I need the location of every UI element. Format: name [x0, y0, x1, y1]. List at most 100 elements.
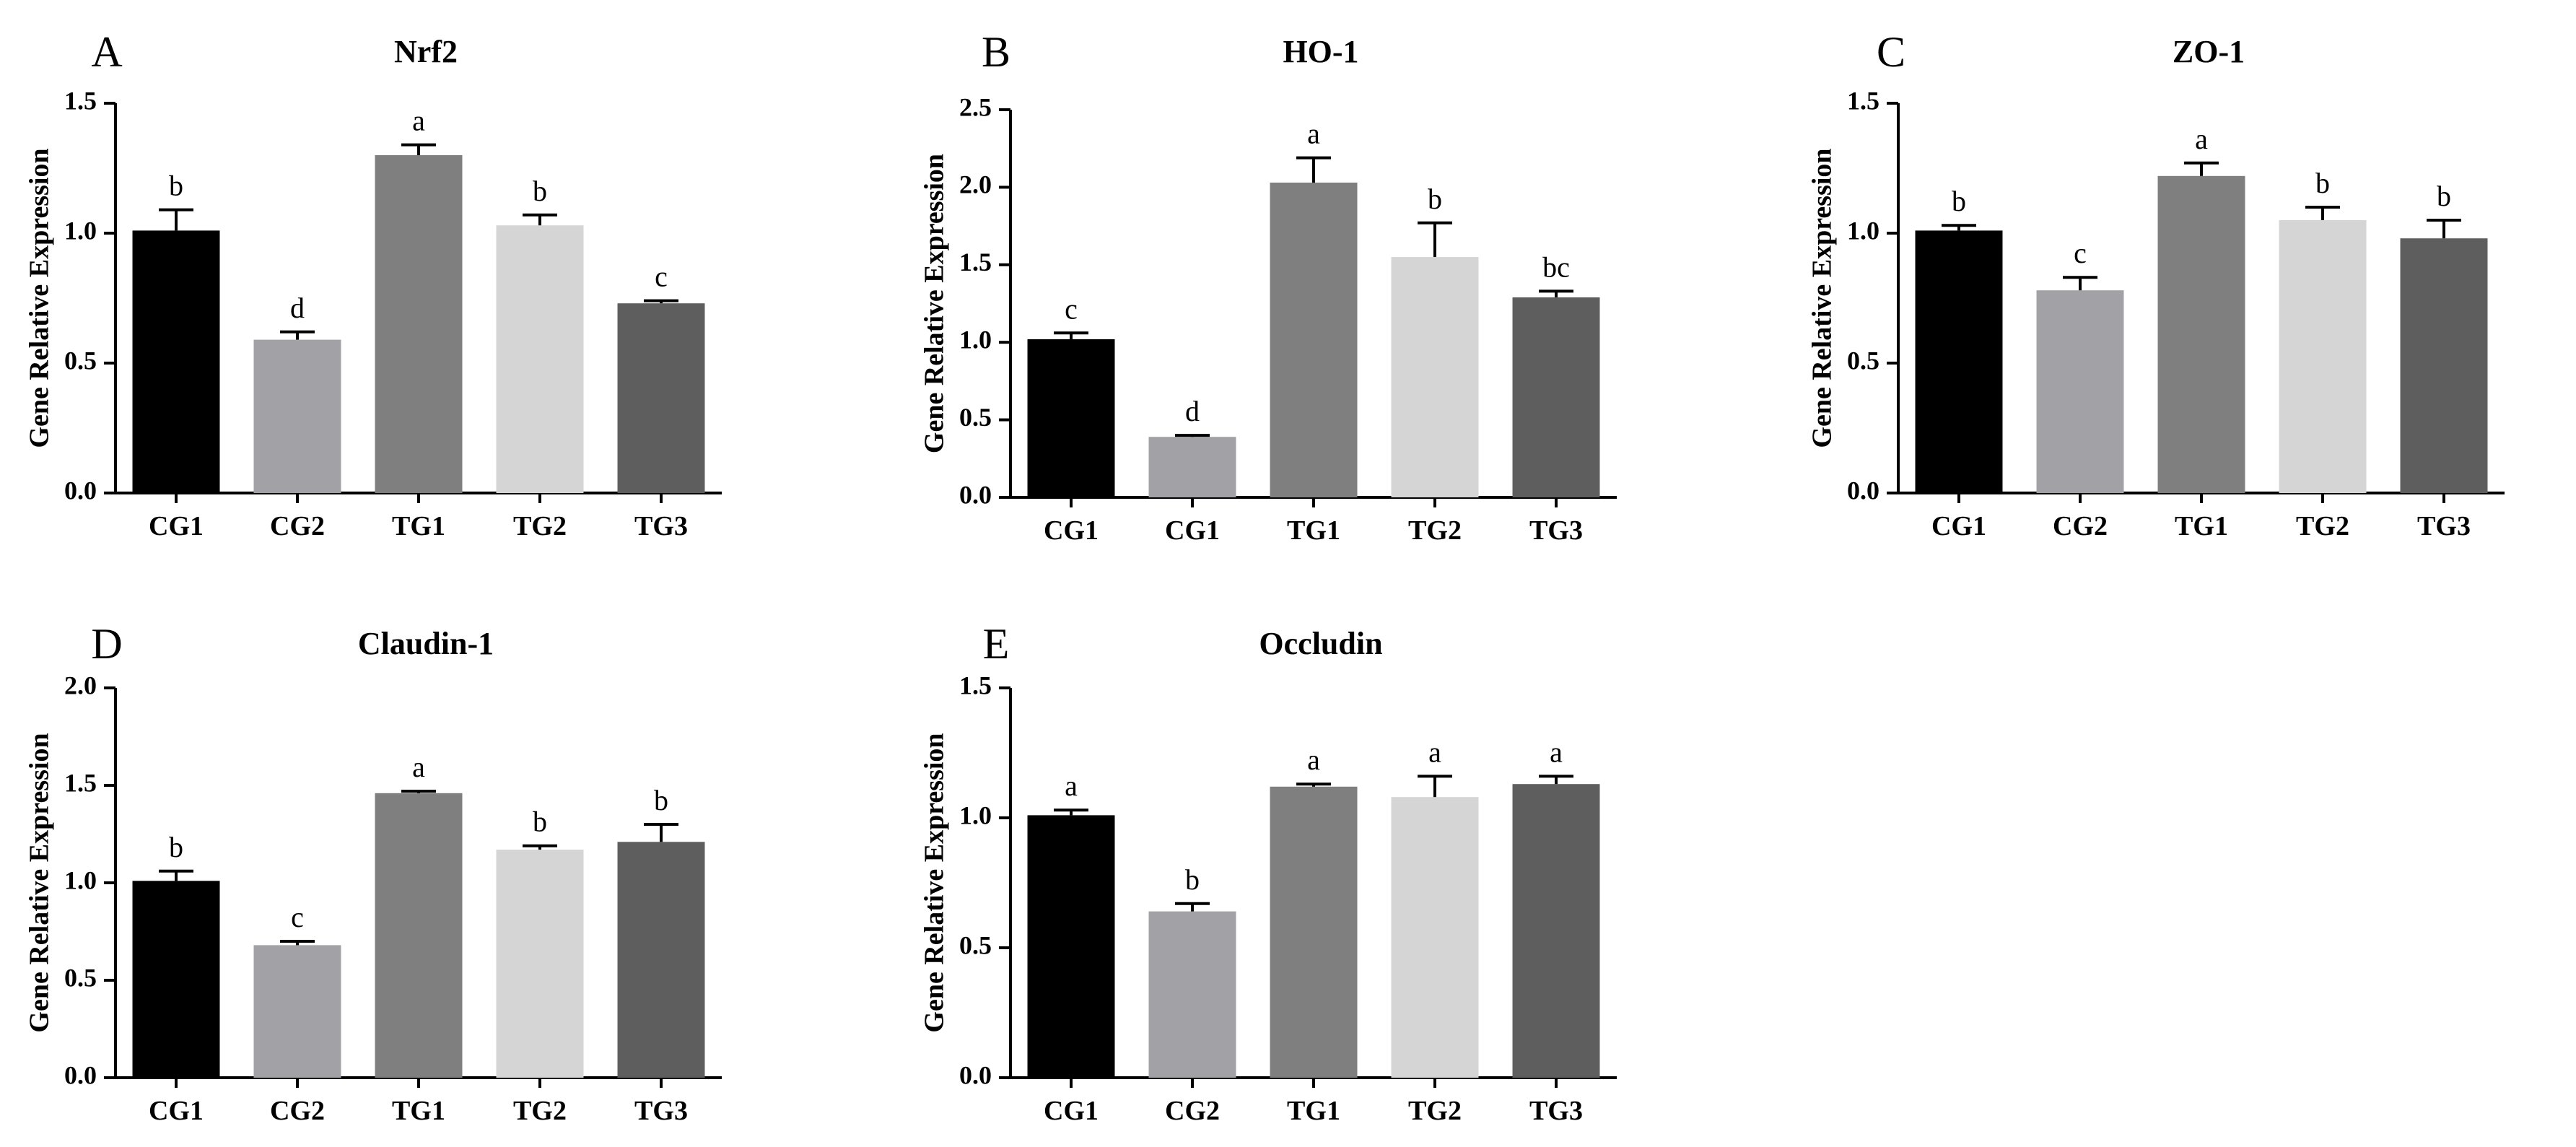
category-label: CG1: [1165, 515, 1220, 546]
bar-cg1: [1915, 230, 2003, 493]
category-label: TG3: [634, 511, 688, 541]
significance-label: d: [1185, 395, 1200, 427]
bar-cg2: [2036, 290, 2124, 493]
category-label: TG1: [392, 1096, 445, 1126]
chart-title: ZO-1: [2173, 34, 2245, 69]
y-axis-label: Gene Relative Expression: [25, 148, 55, 448]
y-tick-label: 2.0: [959, 170, 992, 199]
panel-letter: E: [983, 620, 1010, 668]
bar-cg2: [253, 339, 341, 493]
significance-label: b: [169, 831, 183, 863]
category-label: TG2: [513, 511, 567, 541]
category-label: CG1: [1044, 1096, 1099, 1126]
bar-cg1: [132, 881, 220, 1078]
category-label: TG1: [1287, 1096, 1340, 1126]
chart-panel-a: A Nrf2 Gene Relative Expression 0.0 0.5 1.0 1.…: [25, 28, 722, 541]
bar-cg2: [253, 945, 341, 1078]
y-tick-label: 0.5: [1847, 346, 1879, 375]
panel-letter: C: [1877, 28, 1905, 76]
chart-title: Occludin: [1259, 626, 1382, 661]
category-label: CG1: [149, 511, 204, 541]
bar-tg1: [375, 793, 463, 1078]
y-tick-label: 1.5: [64, 768, 97, 797]
significance-label: b: [1428, 183, 1442, 215]
y-tick-label: 1.5: [1847, 86, 1879, 115]
significance-label: c: [1065, 292, 1078, 325]
bar-cg1: [1148, 437, 1236, 497]
bar-cg1: [1027, 339, 1115, 497]
chart-panel-c: C ZO-1 Gene Relative Expression 0.0 0.5 1.0 1.…: [1807, 28, 2505, 541]
category-label: TG3: [634, 1096, 688, 1126]
category-label: TG3: [2417, 511, 2471, 541]
significance-label: a: [412, 105, 425, 137]
y-tick-label: 2.5: [959, 92, 992, 121]
y-tick-label: 0.0: [959, 1060, 992, 1089]
y-axis-label: Gene Relative Expression: [920, 733, 950, 1032]
category-label: TG1: [2175, 511, 2228, 541]
y-tick-label: 0.0: [959, 480, 992, 509]
chart-panel-d: D Claudin-1 Gene Relative Expression 0.0 0.5…: [25, 620, 722, 1126]
y-tick-label: 0.5: [959, 403, 992, 432]
category-label: TG2: [513, 1096, 567, 1126]
bar-tg2: [1391, 797, 1479, 1078]
bar-tg2: [1391, 257, 1479, 497]
chart-title: Claudin-1: [358, 626, 494, 661]
chart-title: HO-1: [1283, 34, 1358, 69]
significance-label: b: [533, 175, 547, 207]
chart-title: Nrf2: [394, 34, 458, 69]
y-tick-label: 0.5: [64, 963, 97, 992]
bar-cg2: [1148, 911, 1236, 1078]
significance-label: a: [1307, 118, 1320, 150]
significance-label: c: [655, 261, 668, 293]
category-label: CG1: [1931, 511, 1986, 541]
bar-tg2: [496, 850, 584, 1078]
significance-label: a: [2195, 123, 2208, 155]
significance-label: a: [1428, 736, 1441, 768]
category-label: TG2: [2296, 511, 2349, 541]
category-label: TG2: [1408, 515, 1462, 546]
y-axis-label: Gene Relative Expression: [920, 154, 950, 453]
bar-tg2: [496, 225, 584, 493]
y-tick-label: 1.5: [959, 671, 992, 699]
bar-tg3: [2400, 238, 2488, 493]
panel-letter: B: [982, 28, 1010, 76]
bar-tg2: [2279, 220, 2367, 493]
bar-tg3: [1512, 297, 1600, 497]
category-label: TG3: [1529, 515, 1583, 546]
y-tick-label: 0.0: [64, 476, 97, 505]
y-tick-label: 2.0: [64, 671, 97, 699]
bar-tg3: [617, 303, 705, 493]
bar-tg1: [1270, 786, 1358, 1078]
significance-label: bc: [1542, 250, 1570, 283]
category-label: CG2: [270, 1096, 325, 1126]
category-label: CG1: [1044, 515, 1099, 546]
y-tick-label: 1.0: [1847, 216, 1879, 245]
category-label: TG3: [1529, 1096, 1583, 1126]
category-label: CG2: [270, 511, 325, 541]
y-tick-label: 1.5: [64, 86, 97, 115]
y-tick-label: 0.5: [959, 930, 992, 959]
category-label: TG1: [392, 511, 445, 541]
y-axis-label: Gene Relative Expression: [25, 733, 55, 1032]
chart-panel-e: E Occludin Gene Relative Expression 0.0 0.5 1…: [920, 620, 1617, 1126]
significance-label: b: [1185, 863, 1200, 896]
significance-label: a: [1307, 743, 1320, 776]
panel-letter: D: [91, 620, 122, 668]
significance-label: c: [291, 901, 304, 933]
significance-label: a: [1550, 736, 1563, 768]
significance-label: b: [169, 170, 183, 202]
y-tick-label: 1.0: [959, 325, 992, 354]
bar-tg1: [2157, 175, 2245, 494]
category-label: CG2: [1165, 1096, 1220, 1126]
y-tick-label: 1.0: [64, 865, 97, 894]
significance-label: b: [1952, 185, 1966, 217]
bar-tg3: [617, 842, 705, 1078]
y-tick-label: 0.5: [64, 346, 97, 375]
y-tick-label: 1.5: [959, 248, 992, 276]
y-tick-label: 1.0: [64, 216, 97, 245]
bar-cg1: [132, 230, 220, 493]
significance-label: b: [654, 784, 668, 816]
y-tick-label: 0.0: [64, 1060, 97, 1089]
significance-label: b: [533, 806, 547, 838]
